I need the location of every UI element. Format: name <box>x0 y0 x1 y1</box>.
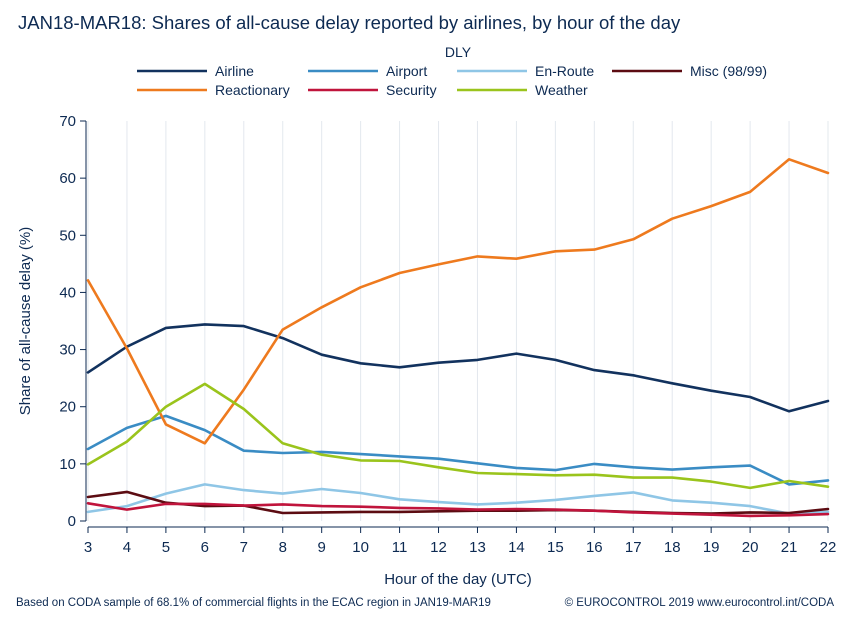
legend-label-en-route: En-Route <box>535 63 594 79</box>
series-lines <box>86 158 830 518</box>
x-tick-label: 13 <box>469 539 486 556</box>
x-tick-label: 11 <box>392 539 408 556</box>
chart-title: JAN18-MAR18: Shares of all-cause delay r… <box>18 12 681 33</box>
x-tick-label: 19 <box>703 539 720 556</box>
grid <box>87 121 829 521</box>
y-tick-label: 40 <box>59 284 76 301</box>
legend-label-weather: Weather <box>535 82 588 98</box>
legend-label-airline: Airline <box>215 63 254 79</box>
series-line-airline <box>86 323 830 413</box>
x-tick-label: 17 <box>625 539 642 556</box>
x-tick-label: 5 <box>162 539 170 556</box>
y-axis-title: Share of all-cause delay (%) <box>17 227 34 415</box>
series-line-airport <box>86 414 830 486</box>
x-tick-label: 15 <box>547 539 564 556</box>
legend-label-airport: Airport <box>386 63 427 79</box>
y-tick-label: 10 <box>59 456 76 473</box>
x-tick-label: 20 <box>742 539 759 556</box>
x-tick-label: 21 <box>781 539 798 556</box>
x-axis-title: Hour of the day (UTC) <box>384 571 532 588</box>
x-tick-label: 7 <box>240 539 248 556</box>
x-tick-label: 4 <box>123 539 131 556</box>
legend-label-security: Security <box>386 82 437 98</box>
x-tick-label: 22 <box>820 539 837 556</box>
y-tick-label: 0 <box>68 513 76 530</box>
y-tick-label: 30 <box>59 342 76 359</box>
footer-copyright: © EUROCONTROL 2019 www.eurocontrol.int/C… <box>564 597 834 609</box>
x-tick-label: 3 <box>84 539 92 556</box>
x-tick-label: 12 <box>430 539 447 556</box>
x-tick-label: 9 <box>318 539 326 556</box>
legend: DLY Airline Airport En-Route Misc (98/99) Rea… <box>137 44 767 98</box>
y-tick-label: 50 <box>59 227 76 244</box>
series-line-reactionary <box>86 158 830 445</box>
footer-source-note: Based on CODA sample of 68.1% of commerc… <box>16 597 491 609</box>
series-line-weather <box>86 382 830 490</box>
x-tick-label: 18 <box>664 539 681 556</box>
series-line-en-route <box>86 483 830 515</box>
axes: 0 10 20 30 40 50 60 70 3 4 5 6 7 8 9 10 11 12 13 14 15 16 17 18… <box>17 113 836 588</box>
x-tick-label: 8 <box>279 539 287 556</box>
legend-label-reactionary: Reactionary <box>215 82 290 98</box>
legend-title: DLY <box>445 44 472 60</box>
x-tick-label: 10 <box>352 539 369 556</box>
x-tick-label: 14 <box>508 539 525 556</box>
y-tick-label: 20 <box>59 399 76 416</box>
y-tick-label: 60 <box>59 170 76 187</box>
x-tick-label: 16 <box>586 539 603 556</box>
series-line-security <box>86 501 830 518</box>
legend-label-misc-98-99: Misc (98/99) <box>690 63 767 79</box>
y-tick-label: 70 <box>59 113 76 130</box>
x-tick-label: 6 <box>201 539 209 556</box>
